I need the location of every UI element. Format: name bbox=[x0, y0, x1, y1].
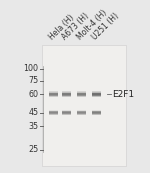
Text: Molt-4 (H): Molt-4 (H) bbox=[75, 8, 109, 42]
Text: 60: 60 bbox=[29, 90, 39, 99]
Text: 100: 100 bbox=[24, 64, 39, 73]
Bar bbox=[42, 45, 126, 166]
Text: A673 (H): A673 (H) bbox=[60, 12, 91, 42]
Text: 35: 35 bbox=[28, 122, 39, 131]
Text: 45: 45 bbox=[28, 108, 39, 117]
Text: E2F1: E2F1 bbox=[112, 90, 134, 99]
Text: 25: 25 bbox=[28, 145, 39, 154]
Text: 75: 75 bbox=[28, 76, 39, 85]
Text: Hela (H): Hela (H) bbox=[47, 13, 76, 42]
Text: U251 (H): U251 (H) bbox=[90, 12, 121, 42]
